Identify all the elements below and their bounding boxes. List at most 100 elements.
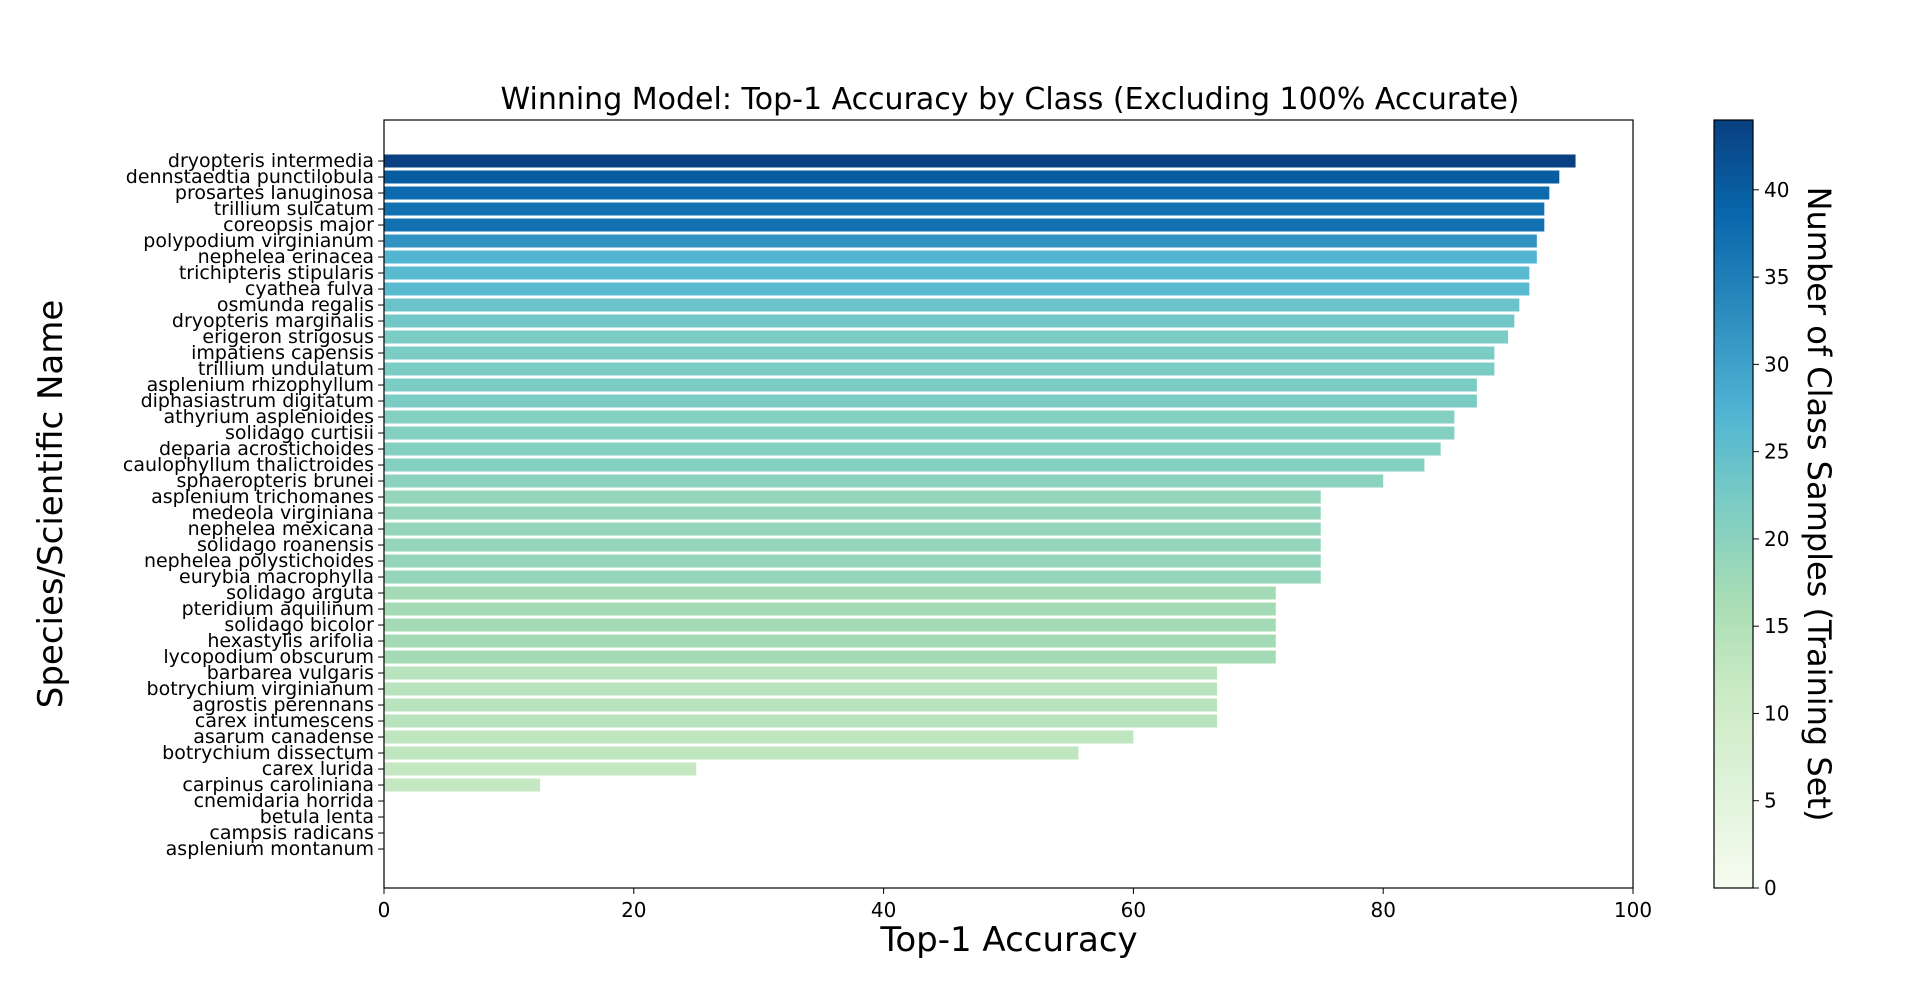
bar <box>384 346 1495 360</box>
y-tick-label: solidago arguta <box>226 582 374 604</box>
colorbar-ticks: 0 5 10 15 20 25 30 35 40 <box>1753 178 1789 900</box>
bar <box>384 458 1425 472</box>
y-tick-label: nephelea erinacea <box>198 246 374 268</box>
bar <box>384 266 1530 280</box>
bar <box>384 650 1276 664</box>
bar <box>384 746 1079 760</box>
bar <box>384 362 1495 376</box>
y-tick-label: asplenium montanum <box>166 838 374 860</box>
bar <box>384 554 1321 568</box>
bar <box>384 330 1509 344</box>
y-tick-label: polypodium virginianum <box>143 230 374 252</box>
y-tick-label: asarum canadense <box>193 726 374 748</box>
y-tick-label: asplenium trichomanes <box>151 486 374 508</box>
x-tick-label: 100 <box>1614 898 1652 922</box>
y-tick-label: trillium undulatum <box>198 358 374 380</box>
bar <box>384 250 1537 264</box>
colorbar-tick-label: 30 <box>1764 352 1789 376</box>
bar <box>384 218 1545 232</box>
y-tick-label: athyrium asplenioides <box>163 406 374 428</box>
x-axis: 0 20 40 60 80 100 <box>378 888 1652 922</box>
bar <box>384 442 1441 456</box>
y-tick-label: solidago curtisii <box>225 422 374 444</box>
bar <box>384 490 1321 504</box>
bar <box>384 314 1515 328</box>
y-axis-label: Species/Scientific Name <box>31 300 71 709</box>
y-tick-label: medeola virginiana <box>191 502 374 524</box>
y-tick-label: botrychium virginianum <box>147 678 374 700</box>
y-tick-label: sphaeropteris brunei <box>176 470 374 492</box>
bar <box>384 186 1550 200</box>
plot-area <box>384 154 1576 792</box>
colorbar-tick-label: 0 <box>1764 876 1777 900</box>
y-tick-label: coreopsis major <box>223 214 374 236</box>
bar <box>384 506 1321 520</box>
x-tick-label: 60 <box>1121 898 1146 922</box>
y-tick-label: agrostis perennans <box>192 694 374 716</box>
y-tick-label: campsis radicans <box>209 822 374 844</box>
bar <box>384 602 1276 616</box>
y-tick-label: carex intumescens <box>195 710 374 732</box>
bar <box>384 282 1530 296</box>
bar <box>384 714 1218 728</box>
bar <box>384 778 541 792</box>
x-tick-label: 0 <box>378 898 391 922</box>
colorbar-tick-label: 40 <box>1764 178 1789 202</box>
y-tick-label: dennstaedtia punctilobula <box>126 166 374 188</box>
colorbar-tick-label: 25 <box>1764 440 1789 464</box>
y-tick-label: hexastylis arifolia <box>207 630 374 652</box>
y-tick-label: nephelea mexicana <box>188 518 374 540</box>
bar <box>384 586 1276 600</box>
y-tick-label: dryopteris intermedia <box>168 150 374 172</box>
y-tick-label: nephelea polystichoides <box>144 550 374 572</box>
bar <box>384 570 1321 584</box>
x-tick-label: 40 <box>871 898 896 922</box>
y-tick-label: deparia acrostichoides <box>159 438 374 460</box>
y-tick-label: trichipteris stipularis <box>179 262 374 284</box>
x-tick-label: 20 <box>621 898 646 922</box>
colorbar-label: Number of Class Samples (Training Set) <box>1800 187 1838 822</box>
y-tick-label: lycopodium obscurum <box>163 646 374 668</box>
y-tick-label: eurybia macrophylla <box>179 566 374 588</box>
bar <box>384 522 1321 536</box>
y-tick-label: carex lurida <box>262 758 374 780</box>
bar <box>384 170 1560 184</box>
y-tick-label: solidago roanensis <box>197 534 374 556</box>
chart-title: Winning Model: Top-1 Accuracy by Class (… <box>500 82 1519 117</box>
bar <box>384 426 1455 440</box>
y-tick-label: barbarea vulgaris <box>207 662 374 684</box>
y-tick-label: asplenium rhizophyllum <box>147 374 374 396</box>
y-tick-label: erigeron strigosus <box>202 326 374 348</box>
bar <box>384 474 1384 488</box>
colorbar-tick-label: 35 <box>1764 265 1789 289</box>
x-axis-label: Top-1 Accuracy <box>879 920 1137 960</box>
y-tick-label: betula lenta <box>260 806 374 828</box>
bar <box>384 154 1576 168</box>
y-tick-label: trillium sulcatum <box>214 198 374 220</box>
bar <box>384 730 1134 744</box>
bar <box>384 394 1477 408</box>
bar <box>384 234 1537 248</box>
colorbar-gradient <box>1713 119 1754 889</box>
bar <box>384 538 1321 552</box>
colorbar-tick-label: 20 <box>1764 527 1789 551</box>
y-tick-label: pteridium aquilinum <box>182 598 374 620</box>
bar <box>384 682 1218 696</box>
colorbar: 0 5 10 15 20 25 30 35 40 Number of Class Samples… <box>1713 119 1838 900</box>
bar <box>384 634 1276 648</box>
bar <box>384 202 1545 216</box>
y-tick-label: caulophyllum thalictroides <box>123 454 374 476</box>
y-tick-label: diphasiastrum digitatum <box>141 390 374 412</box>
colorbar-tick-label: 15 <box>1764 614 1789 638</box>
y-tick-label: dryopteris marginalis <box>172 310 374 332</box>
y-tick-label: impatiens capensis <box>191 342 374 364</box>
y-tick-label: cyathea fulva <box>245 278 374 300</box>
y-tick-label: solidago bicolor <box>224 614 374 636</box>
colorbar-tick-label: 10 <box>1764 701 1789 725</box>
bar <box>384 762 697 776</box>
bar <box>384 698 1218 712</box>
bar <box>384 410 1455 424</box>
bar <box>384 378 1477 392</box>
y-tick-label: carpinus caroliniana <box>182 774 374 796</box>
